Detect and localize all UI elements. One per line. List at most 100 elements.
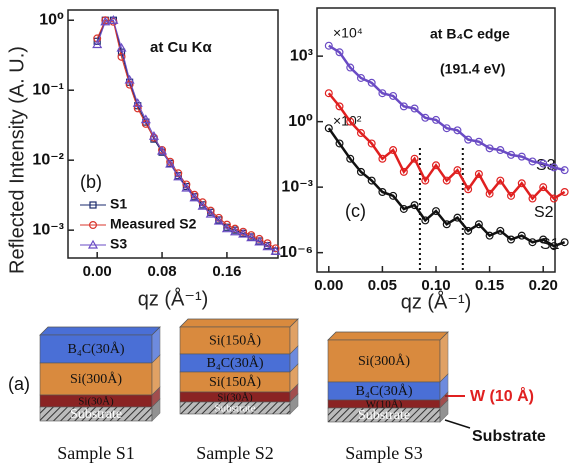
y-axis-label: Reflected Intensity (A. U.) xyxy=(6,46,28,274)
marker xyxy=(421,176,430,185)
layer xyxy=(39,334,153,364)
x-tick-label: 0.08 xyxy=(147,263,176,280)
marker xyxy=(432,207,441,216)
marker xyxy=(539,159,548,168)
sample-name: Sample S3 xyxy=(345,443,423,463)
layer-side xyxy=(439,331,449,383)
marker xyxy=(148,131,159,140)
plot-frame xyxy=(316,7,556,273)
y-tick-label: 10⁻³ xyxy=(32,221,64,238)
layer-side xyxy=(439,399,449,423)
marker xyxy=(560,187,569,196)
layer-label: Si(300Å) xyxy=(70,371,122,387)
marker xyxy=(496,226,505,235)
marker xyxy=(549,163,558,172)
y-tick-label: 10⁻² xyxy=(32,151,64,168)
marker xyxy=(560,238,569,247)
marker xyxy=(246,232,257,242)
marker xyxy=(346,154,355,163)
x-tick-label: 0.00 xyxy=(314,277,343,294)
layer-label: B₄C(30Å) xyxy=(207,355,264,371)
callout-arrow xyxy=(444,419,471,429)
marker xyxy=(442,220,451,229)
scale-label: ×10⁴ xyxy=(333,25,363,41)
panel-label: (b) xyxy=(80,172,102,192)
marker xyxy=(324,124,333,133)
marker xyxy=(549,194,558,203)
layer xyxy=(39,362,153,396)
x-axis-label: qz (Å⁻¹) xyxy=(138,287,209,310)
marker xyxy=(254,236,265,246)
marker xyxy=(356,73,365,82)
marker xyxy=(335,139,344,148)
marker xyxy=(474,137,483,146)
x-tick-label: 0.00 xyxy=(83,263,112,280)
layer-label: B₄C(30Å) xyxy=(68,341,125,357)
layer-label: Si(30Å) xyxy=(78,396,114,408)
callout: Substrate xyxy=(472,428,546,445)
marker xyxy=(539,183,548,192)
y-tick-label: 10⁰ xyxy=(288,113,313,130)
marker xyxy=(367,139,376,148)
marker xyxy=(517,231,526,240)
marker xyxy=(389,91,398,100)
marker xyxy=(157,145,168,155)
marker xyxy=(189,192,200,202)
marker xyxy=(485,189,494,198)
marker xyxy=(262,241,273,251)
marker xyxy=(100,16,111,26)
layer xyxy=(327,339,441,383)
marker xyxy=(453,213,462,222)
marker xyxy=(421,216,430,225)
marker xyxy=(116,42,127,52)
marker xyxy=(93,34,102,43)
marker xyxy=(213,215,224,225)
marker xyxy=(421,113,430,122)
marker xyxy=(165,158,176,168)
x-tick-label: 0.05 xyxy=(368,277,397,294)
annotation: at B₄C edge xyxy=(430,26,510,42)
y-tick-label: 10⁻¹ xyxy=(32,81,64,98)
sample-top xyxy=(39,326,161,336)
x-tick-label: 0.15 xyxy=(475,277,504,294)
y-tick-label: 10³ xyxy=(290,47,313,64)
marker xyxy=(132,98,143,107)
marker xyxy=(496,146,505,155)
layer-side xyxy=(151,398,161,422)
marker xyxy=(367,176,376,185)
marker xyxy=(549,242,558,251)
sample-top xyxy=(327,331,449,341)
marker xyxy=(399,102,408,111)
marker xyxy=(442,176,451,185)
marker xyxy=(92,39,103,49)
callout: W (10 Å) xyxy=(470,386,534,405)
marker xyxy=(453,126,462,135)
plot-frame xyxy=(67,9,279,259)
y-tick-label: 10⁻³ xyxy=(281,178,313,195)
marker xyxy=(485,231,494,240)
marker xyxy=(378,89,387,98)
sample-name: Sample S2 xyxy=(196,443,274,463)
sample-name: Sample S1 xyxy=(57,443,135,463)
legend-marker xyxy=(87,239,99,249)
marker xyxy=(410,201,419,210)
x-tick-label: 0.10 xyxy=(421,277,450,294)
marker xyxy=(140,114,151,124)
layer-label: Si(150Å) xyxy=(209,333,261,349)
marker xyxy=(124,74,135,84)
marker xyxy=(205,208,216,218)
marker xyxy=(453,166,462,175)
x-tick-label: 0.16 xyxy=(212,263,241,280)
annotation: (191.4 eV) xyxy=(440,61,505,77)
marker xyxy=(517,179,526,188)
marker xyxy=(528,194,537,203)
marker xyxy=(507,235,516,244)
panel-label: (a) xyxy=(8,374,30,394)
marker xyxy=(399,167,408,176)
marker xyxy=(346,63,355,72)
marker xyxy=(474,169,483,178)
layer-label: B₄C(30Å) xyxy=(356,383,413,399)
marker xyxy=(229,226,241,236)
x-tick-label: 0.20 xyxy=(529,277,558,294)
